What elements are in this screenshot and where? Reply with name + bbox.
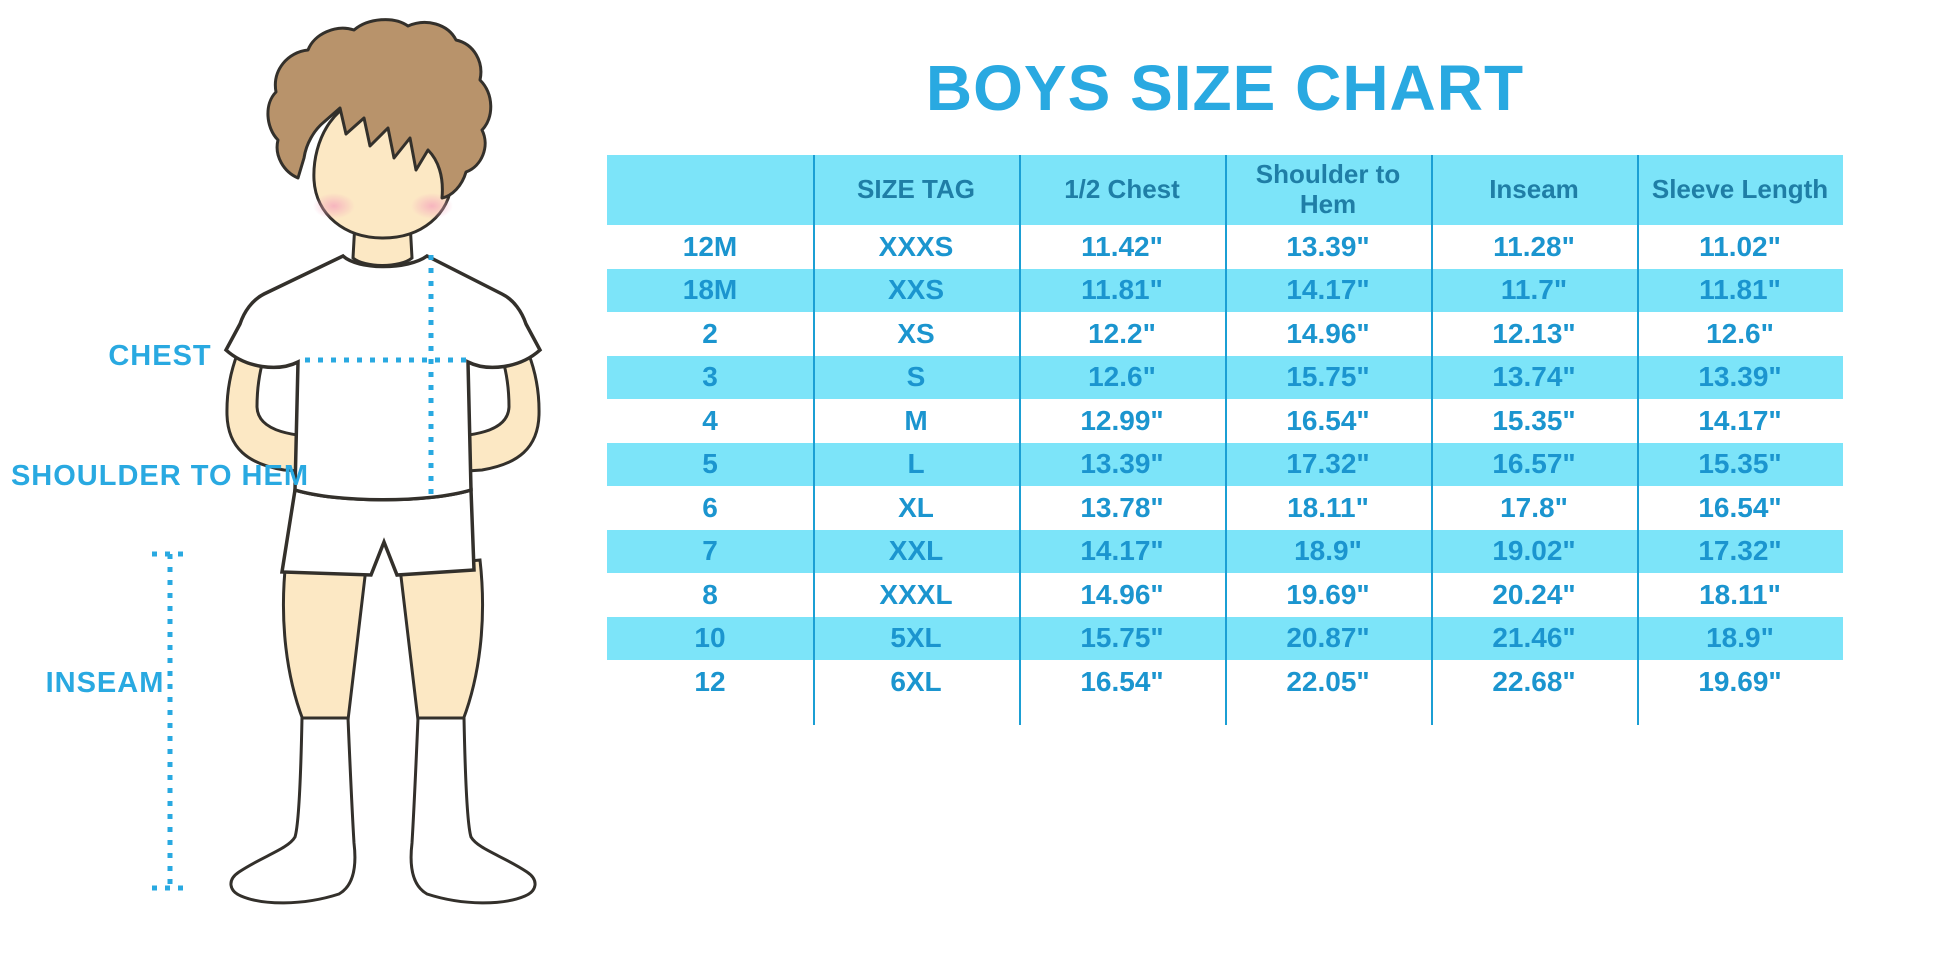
half-chest-cell: 12.2": [1088, 317, 1156, 349]
header-cell-sleeve-length: Sleeve Length: [1651, 174, 1829, 205]
sleeve-length-cell: 16.54": [1698, 491, 1782, 523]
column-separator: [1225, 155, 1227, 725]
inseam-cell: 21.46": [1492, 622, 1576, 654]
column-separator: [813, 155, 815, 725]
sleeve-length-cell: 12.6": [1706, 317, 1774, 349]
sleeve-length-cell: 11.81": [1699, 274, 1781, 306]
size-cell: 5: [702, 448, 718, 480]
size-tag-cell: XXXL: [879, 578, 953, 610]
half-chest-cell: 14.96": [1080, 578, 1164, 610]
size-tag-cell: L: [907, 448, 925, 480]
half-chest-cell: 16.54": [1080, 665, 1164, 697]
inseam-cell: 16.57": [1492, 448, 1576, 480]
size-cell: 10: [694, 622, 726, 654]
sleeve-length-cell: 14.17": [1698, 404, 1782, 436]
inseam-cell: 13.74": [1492, 361, 1576, 393]
sleeve-length-cell: 11.02": [1699, 230, 1781, 262]
shoulder-to-hem-cell: 14.96": [1286, 317, 1370, 349]
sleeve-length-cell: 19.69": [1698, 665, 1782, 697]
boy-blush-left: [313, 193, 355, 219]
size-cell: 8: [702, 578, 718, 610]
shoulder-to-hem-cell: 22.05": [1286, 665, 1370, 697]
inseam-measure-line: [152, 551, 188, 891]
size-tag-cell: XXS: [887, 274, 945, 306]
half-chest-cell: 11.81": [1081, 274, 1163, 306]
shoulder-to-hem-cell: 17.32": [1286, 448, 1370, 480]
shoulder-to-hem-cell: 15.75": [1286, 361, 1370, 393]
header-cell-half-chest: 1/2 Chest: [1064, 174, 1180, 205]
boy-socks: [229, 716, 537, 905]
boy-blush-right: [411, 193, 453, 219]
half-chest-cell: 12.6": [1088, 361, 1156, 393]
shoulder-to-hem-label: SHOULDER TO HEM: [11, 460, 309, 492]
shoulder-to-hem-cell: 18.9": [1294, 535, 1362, 567]
half-chest-cell: 13.78": [1080, 491, 1164, 523]
inseam-label: INSEAM: [46, 667, 165, 699]
sleeve-length-cell: 18.9": [1706, 622, 1774, 654]
column-separator: [1019, 155, 1021, 725]
page-title: BOYS SIZE CHART: [925, 52, 1525, 124]
shoulder-to-hem-cell: 14.17": [1286, 274, 1370, 306]
shoulder-to-hem-cell: 20.87": [1286, 622, 1370, 654]
half-chest-cell: 11.42": [1081, 230, 1163, 262]
inseam-cell: 19.02": [1492, 535, 1576, 567]
sleeve-length-cell: 15.35": [1698, 448, 1782, 480]
size-cell: 2: [702, 317, 718, 349]
boy-shorts: [279, 487, 476, 577]
inseam-cell: 12.13": [1492, 317, 1576, 349]
half-chest-cell: 12.99": [1080, 404, 1164, 436]
sleeve-length-cell: 17.32": [1698, 535, 1782, 567]
size-cell: 6: [702, 491, 718, 523]
column-separator: [1637, 155, 1639, 725]
half-chest-cell: 15.75": [1080, 622, 1164, 654]
inseam-cell: 22.68": [1492, 665, 1576, 697]
size-tag-cell: 5XL: [890, 622, 942, 654]
shoulder-to-hem-cell: 18.11": [1287, 491, 1369, 523]
sleeve-length-cell: 13.39": [1698, 361, 1782, 393]
size-cell: 3: [702, 361, 718, 393]
inseam-cell: 11.7": [1500, 274, 1568, 306]
half-chest-cell: 13.39": [1080, 448, 1164, 480]
inseam-cell: 11.28": [1493, 230, 1575, 262]
size-tag-cell: S: [906, 361, 926, 393]
shoulder-to-hem-cell: 13.39": [1286, 230, 1370, 262]
size-cell: 18M: [682, 274, 738, 306]
inseam-cell: 15.35": [1492, 404, 1576, 436]
boy-illustration: CHEST SHOULDER TO HEM INSEAM: [11, 18, 543, 905]
size-tag-cell: XS: [897, 317, 935, 349]
boy-shirt: [223, 253, 543, 502]
header-cell-blank: [607, 155, 813, 225]
size-tag-cell: XXXS: [878, 230, 954, 262]
chest-label: CHEST: [108, 340, 211, 372]
column-separator: [1431, 155, 1433, 725]
size-cell: 12: [694, 665, 726, 697]
header-cell-shoulder-hem: Shoulder to Hem: [1255, 159, 1401, 219]
header-cell-size-tag: SIZE TAG: [857, 174, 975, 205]
shoulder-to-hem-cell: 16.54": [1286, 404, 1370, 436]
boy-hair: [266, 18, 493, 200]
shoulder-to-hem-cell: 19.69": [1286, 578, 1370, 610]
header-cell-inseam: Inseam: [1489, 174, 1579, 205]
size-cell: 4: [702, 404, 718, 436]
size-tag-cell: XL: [898, 491, 934, 523]
inseam-cell: 17.8": [1500, 491, 1568, 523]
size-tag-cell: 6XL: [890, 665, 942, 697]
half-chest-cell: 14.17": [1080, 535, 1164, 567]
size-cell: 12M: [682, 230, 738, 262]
inseam-cell: 20.24": [1492, 578, 1576, 610]
size-tag-cell: M: [904, 404, 928, 436]
size-cell: 7: [702, 535, 718, 567]
size-tag-cell: XXL: [888, 535, 944, 567]
boy-legs: [281, 558, 485, 722]
sleeve-length-cell: 18.11": [1699, 578, 1781, 610]
